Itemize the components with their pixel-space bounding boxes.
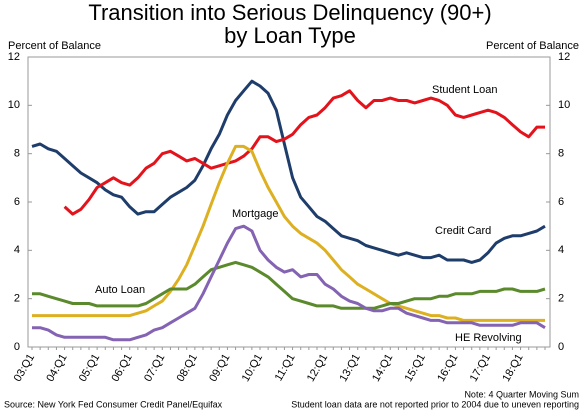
series-line — [63, 89, 545, 216]
y2-tick-label: 0 — [558, 341, 564, 353]
y2-axis-label: Percent of Balance — [486, 40, 579, 52]
series-label: HE Revolving — [455, 332, 522, 344]
y2-tick-label: 8 — [558, 148, 564, 160]
x-tick-label: 13:Q1 — [337, 352, 362, 384]
y-tick-label: 8 — [14, 148, 20, 160]
x-tick-label: 11:Q1 — [273, 352, 298, 383]
x-tick-label: 10:Q1 — [240, 352, 265, 384]
x-tick-label: 04:Q1 — [44, 352, 69, 384]
y2-tick-label: 12 — [558, 51, 570, 63]
note: Note: 4 Quarter Moving Sum — [464, 389, 579, 399]
y-axis-label: Percent of Balance — [8, 40, 101, 52]
y-tick-label: 12 — [8, 51, 20, 63]
note: Source: New York Fed Consumer Credit Pan… — [4, 399, 223, 409]
y2-tick-label: 4 — [558, 244, 564, 256]
series-label: Student Loan — [432, 84, 497, 96]
x-tick-label: 17:Q1 — [468, 352, 493, 384]
x-tick-label: 08:Q1 — [175, 352, 200, 384]
y-tick-label: 2 — [14, 293, 20, 305]
x-tick-label: 12:Q1 — [305, 352, 330, 384]
series-line — [32, 260, 546, 310]
x-tick-label: 07:Q1 — [142, 352, 167, 384]
y-tick-label: 0 — [14, 341, 20, 353]
x-tick-label: 18:Q1 — [500, 352, 525, 384]
y-tick-label: 10 — [8, 99, 20, 111]
x-tick-label: 06:Q1 — [109, 352, 134, 384]
x-tick-label: 09:Q1 — [207, 352, 232, 384]
y-tick-label: 4 — [14, 244, 20, 256]
x-tick-label: 16:Q1 — [435, 352, 460, 384]
plot-frame — [27, 56, 551, 348]
y2-tick-label: 6 — [558, 196, 564, 208]
chart-title: Transition into Serious Delinquency (90+… — [88, 0, 491, 25]
y2-tick-label: 2 — [558, 293, 564, 305]
x-tick-label: 15:Q1 — [403, 352, 428, 384]
x-tick-label: 05:Q1 — [77, 352, 102, 384]
series-label: Auto Loan — [95, 284, 145, 296]
note: Student loan data are not reported prior… — [291, 399, 579, 409]
series-line — [32, 224, 546, 342]
y-tick-label: 6 — [14, 196, 20, 208]
series-line — [32, 144, 545, 322]
chart-title: by Loan Type — [224, 23, 356, 48]
series-line — [31, 79, 546, 264]
series-label: Credit Card — [435, 225, 491, 237]
x-tick-label: 14:Q1 — [370, 352, 395, 384]
x-tick-label: 03:Q1 — [12, 352, 37, 384]
y2-tick-label: 10 — [558, 99, 570, 111]
series-label: Mortgage — [232, 208, 278, 220]
